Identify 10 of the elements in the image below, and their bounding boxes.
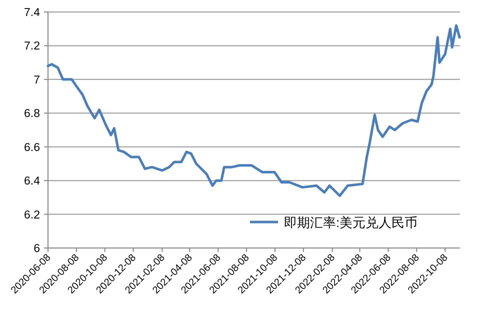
y-tick-label: 6 — [34, 243, 40, 255]
y-tick-label: 6.6 — [24, 142, 40, 154]
y-tick-label: 7.2 — [24, 40, 40, 53]
y-tick-label: 6.2 — [24, 209, 40, 222]
y-tick-label: 7 — [34, 74, 40, 86]
y-tick-label: 6.4 — [24, 176, 41, 188]
line-series — [46, 24, 461, 197]
y-tick-label: 6.8 — [24, 108, 40, 120]
legend-label: 即期汇率:美元兑人民币 — [284, 215, 418, 230]
y-tick-label: 7.4 — [24, 7, 41, 19]
